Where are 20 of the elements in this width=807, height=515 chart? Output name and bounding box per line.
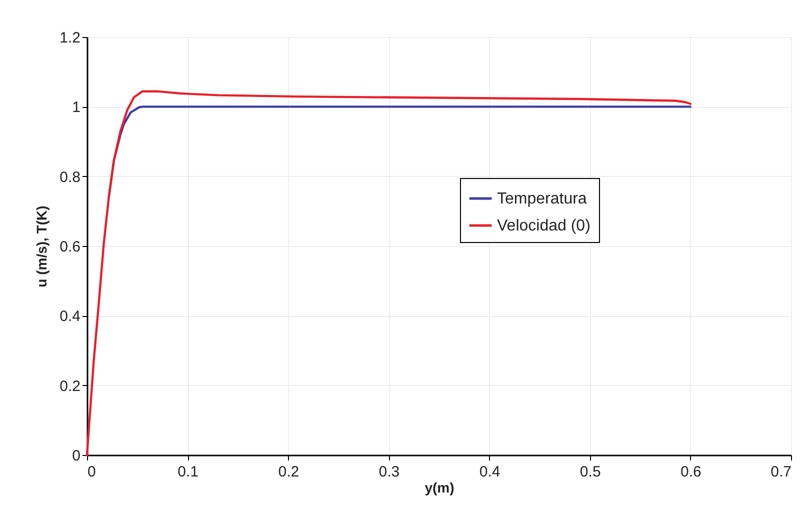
line-series: [86, 90, 692, 456]
legend-label: Temperatura: [497, 190, 587, 208]
x-tick-label: 0.3: [378, 464, 400, 480]
y-tick-label: 0.8: [60, 168, 80, 186]
y-tick-label: 0: [72, 448, 80, 464]
x-tick-label: 0.7: [770, 464, 792, 480]
y-tick-label: 1.2: [60, 30, 80, 46]
x-tick-label: 0.6: [680, 464, 702, 480]
y-tick-label: 0.2: [60, 378, 80, 395]
x-tick-label: 0.1: [178, 464, 198, 480]
x-tick-label: 0.2: [278, 464, 300, 480]
x-tick-label: 0: [88, 464, 96, 480]
y-tick-label: 0.6: [60, 238, 80, 256]
x-tick-label: 0.4: [479, 464, 500, 480]
x-tick-label: 0.5: [580, 464, 601, 480]
y-tick-label: 0.4: [60, 308, 80, 326]
y-axis-title: u (m/s), T(K): [34, 206, 50, 288]
x-axis-title: y(m): [424, 480, 454, 496]
y-tick-label: 1: [72, 99, 80, 116]
legend-label: Velocidad (0): [497, 218, 590, 234]
